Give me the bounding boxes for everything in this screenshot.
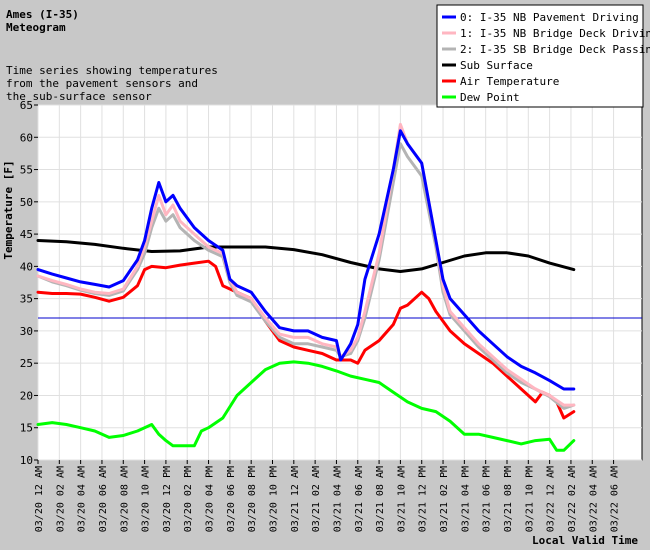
series-line-2 — [36, 142, 576, 410]
x-axis-label: Local Valid Time — [532, 534, 638, 547]
y-tick-label: 15 — [20, 422, 33, 435]
x-tick-label: 03/21 04 PM — [460, 466, 471, 532]
description-line: the sub-surface sensor — [6, 90, 152, 103]
series-line-5 — [36, 360, 576, 452]
x-tick-label: 03/22 06 AM — [610, 466, 621, 532]
legend-entry: Sub Surface — [460, 59, 533, 72]
x-tick-label: 03/22 12 AM — [546, 466, 557, 532]
x-tick-label: 03/20 08 PM — [247, 466, 258, 532]
y-tick-label: 20 — [20, 389, 33, 402]
series-line-0 — [36, 129, 576, 391]
legend-box — [436, 4, 644, 108]
legend-entry: Air Temperature — [460, 75, 559, 88]
y-tick-label: 65 — [20, 99, 33, 112]
y-axis-ticks: 10 15 20 25 30 35 40 45 50 55 60 65 — [20, 99, 38, 467]
x-tick-label: 03/20 10 PM — [268, 466, 279, 532]
description-line: from the pavement sensors and — [6, 77, 198, 90]
y-tick-label: 30 — [20, 325, 33, 338]
y-tick-label: 55 — [20, 164, 33, 177]
y-tick-label: 60 — [20, 131, 33, 144]
x-tick-label: 03/22 04 AM — [588, 466, 599, 532]
x-tick-label: 03/21 10 AM — [396, 466, 407, 532]
chart-title: Ames (I-35) — [6, 8, 79, 21]
x-tick-label: 03/21 08 PM — [503, 466, 514, 532]
x-tick-label: 03/21 02 PM — [439, 466, 450, 532]
y-tick-label: 25 — [20, 357, 33, 370]
x-tick-label: 03/21 12 AM — [290, 466, 301, 532]
y-axis-label: Temperature [F] — [2, 160, 15, 259]
x-tick-label: 03/20 10 AM — [141, 466, 152, 532]
series-line-3 — [36, 239, 576, 273]
grid-lines — [37, 104, 642, 461]
x-tick-label: 03/21 02 AM — [311, 466, 322, 532]
x-tick-label: 03/20 06 PM — [226, 466, 237, 532]
x-tick-label: 03/21 10 PM — [524, 466, 535, 532]
legend-items: 0: I-35 NB Pavement Driving 1: I-35 NB Br… — [442, 11, 650, 104]
x-tick-label: 03/20 08 AM — [119, 466, 130, 532]
x-axis-ticks: 03/20 12 AM 03/20 02 AM 03/20 04 AM 03/20 0… — [34, 460, 621, 532]
legend-entry: 0: I-35 NB Pavement Driving — [460, 11, 639, 24]
x-tick-label: 03/21 12 PM — [418, 466, 429, 532]
x-tick-label: 03/21 08 AM — [375, 466, 386, 532]
x-tick-label: 03/21 06 PM — [482, 466, 493, 532]
y-tick-label: 10 — [20, 454, 33, 467]
x-tick-label: 03/22 02 AM — [567, 466, 578, 532]
x-tick-label: 03/20 02 AM — [55, 466, 66, 532]
y-tick-label: 40 — [20, 260, 33, 273]
x-tick-label: 03/20 04 AM — [77, 466, 88, 532]
x-tick-label: 03/21 06 AM — [354, 466, 365, 532]
y-tick-label: 50 — [20, 196, 33, 209]
x-tick-label: 03/21 04 AM — [332, 466, 343, 532]
series-line-1 — [36, 122, 576, 407]
x-tick-label: 03/20 06 AM — [98, 466, 109, 532]
legend-entry: 1: I-35 NB Bridge Deck Driving — [460, 27, 650, 40]
x-tick-label: 03/20 04 PM — [205, 466, 216, 532]
chart-subtitle: Meteogram — [6, 21, 66, 34]
legend-entry: 2: I-35 SB Bridge Deck Passing — [460, 43, 650, 56]
legend-entry: Dew Point — [460, 91, 520, 104]
x-tick-label: 03/20 12 AM — [34, 466, 45, 532]
y-tick-label: 45 — [20, 228, 33, 241]
series-line-4 — [36, 259, 576, 420]
x-tick-label: 03/20 02 PM — [183, 466, 194, 532]
y-tick-label: 35 — [20, 293, 33, 306]
chart-description: Time series showing temperatures from th… — [6, 64, 218, 103]
legend: 0: I-35 NB Pavement Driving 1: I-35 NB Br… — [436, 4, 650, 108]
description-line: Time series showing temperatures — [6, 64, 218, 77]
series-lines — [36, 122, 642, 452]
x-tick-label: 03/20 12 PM — [162, 466, 173, 532]
